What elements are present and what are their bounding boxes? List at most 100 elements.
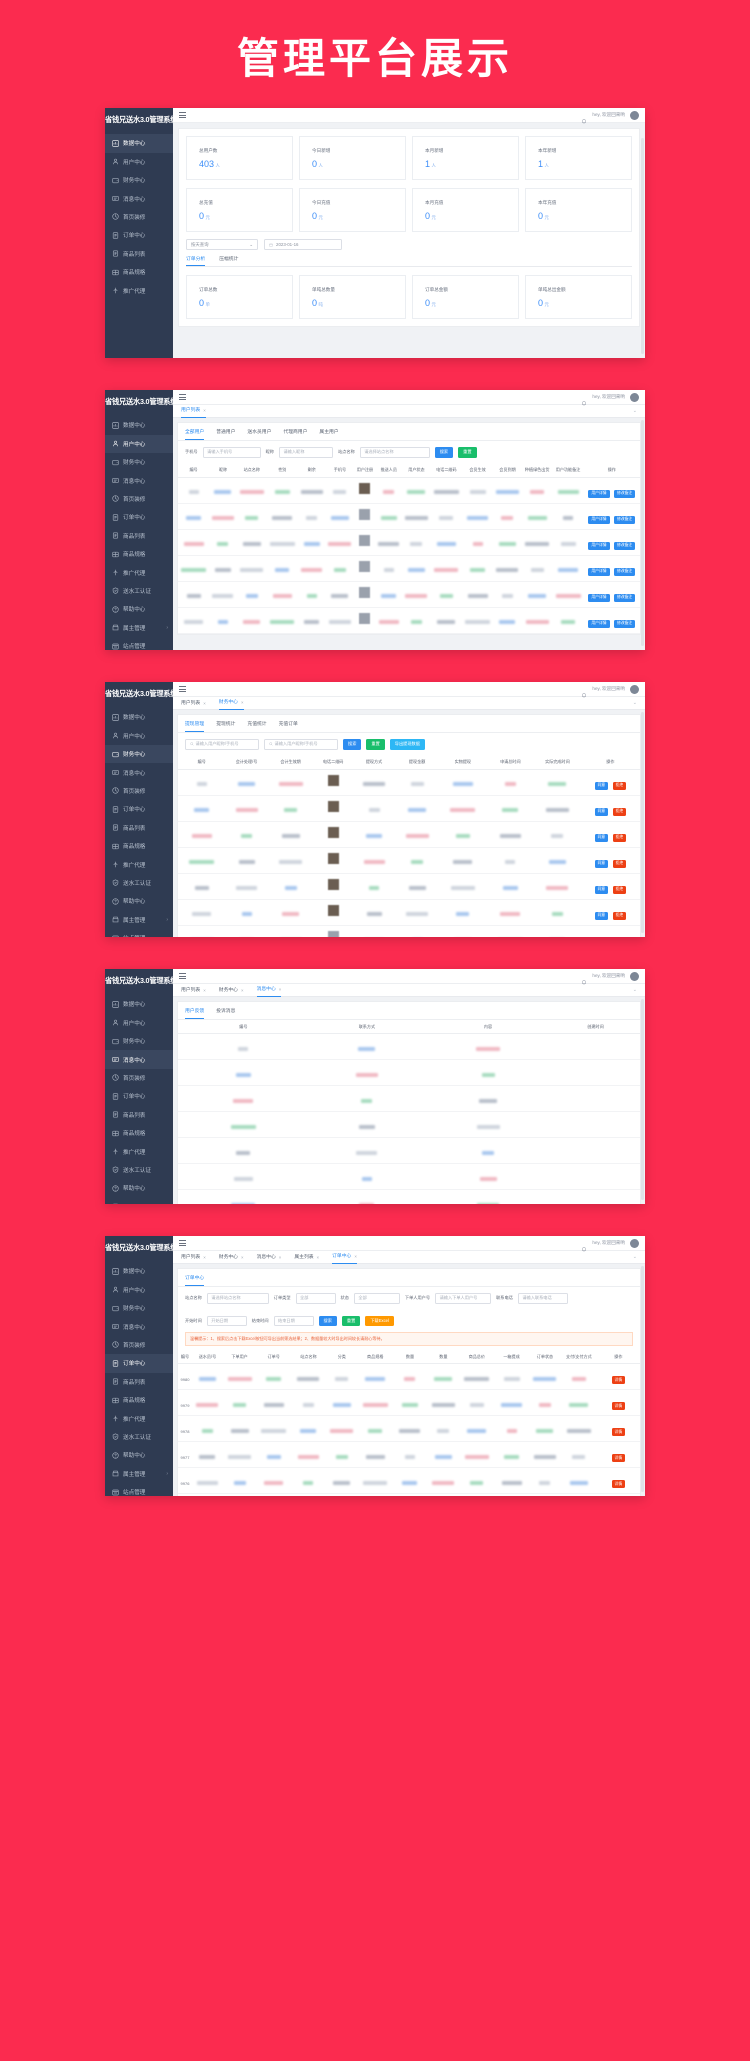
bell-icon[interactable] — [581, 973, 587, 985]
sidebar-item-订单中心[interactable]: 订单中心 — [105, 508, 173, 526]
table-row[interactable] — [178, 1111, 640, 1139]
sidebar-item-商品规格[interactable]: 商品规格 — [105, 837, 173, 855]
section-tab-充值统计[interactable]: 充值统计 — [247, 722, 267, 728]
sidebar-item-财务中心[interactable]: 财务中心 — [105, 1299, 173, 1317]
table-row[interactable] — [178, 1059, 640, 1087]
date-input[interactable]: 2023-01-16 — [264, 239, 342, 251]
row-action-详情[interactable]: 详情 — [611, 1480, 626, 1489]
sidebar-item-商品规格[interactable]: 商品规格 — [105, 263, 173, 281]
filter-input[interactable]: 请输入下单人用户号 — [435, 1293, 492, 1304]
period-select[interactable]: 按天查询 ⌄ — [186, 239, 258, 251]
vertical-scrollbar[interactable] — [641, 999, 644, 1201]
filter-button-重置[interactable]: 重置 — [341, 1315, 361, 1327]
open-tab-财务中心[interactable]: 财务中心 × — [219, 984, 244, 997]
close-icon[interactable]: × — [278, 987, 282, 993]
table-row[interactable]: 9976 详情 — [178, 1467, 640, 1495]
sidebar-item-首页装修[interactable]: 首页装修 — [105, 1336, 173, 1354]
sidebar-item-推广代理[interactable]: 推广代理 — [105, 855, 173, 873]
table-row[interactable] — [178, 1137, 640, 1165]
open-tab-属主列表[interactable]: 属主列表 × — [294, 1251, 319, 1264]
sidebar-item-消息中心[interactable]: 消息中心 — [105, 763, 173, 781]
open-tab-消息中心[interactable]: 消息中心 × — [256, 984, 282, 997]
sidebar-item-商品列表[interactable]: 商品列表 — [105, 1373, 173, 1391]
table-row[interactable]: 同意 拒绝 — [178, 847, 640, 874]
sidebar-item-商品列表[interactable]: 商品列表 — [105, 819, 173, 837]
table-row[interactable]: 用户详情 修改备注 — [178, 503, 640, 530]
sidebar-item-商品列表[interactable]: 商品列表 — [105, 1106, 173, 1124]
menu-collapse-icon[interactable] — [179, 685, 186, 694]
row-action-同意[interactable]: 同意 — [594, 885, 609, 894]
sidebar-item-送水工认证[interactable]: 送水工认证 — [105, 874, 173, 892]
close-icon[interactable]: × — [203, 700, 206, 706]
avatar[interactable] — [630, 971, 639, 981]
sidebar-item-用户中心[interactable]: 用户中心 — [105, 727, 173, 745]
row-action-拒绝[interactable]: 拒绝 — [612, 781, 627, 790]
sidebar-item-推广代理[interactable]: 推广代理 — [105, 1409, 173, 1427]
table-row[interactable]: 同意 拒绝 — [178, 769, 640, 796]
open-tab-用户列表[interactable]: 用户列表 × — [181, 405, 206, 418]
row-action-同意[interactable]: 同意 — [594, 807, 609, 816]
sidebar-item-首页装修[interactable]: 首页装修 — [105, 1069, 173, 1087]
chevron-down-icon[interactable]: ⌄ — [632, 1254, 637, 1261]
open-tab-消息中心[interactable]: 消息中心 × — [257, 1251, 282, 1264]
row-action-拒绝[interactable]: 拒绝 — [612, 885, 627, 894]
table-row[interactable] — [178, 1033, 640, 1061]
sidebar-item-用户中心[interactable]: 用户中心 — [105, 1014, 173, 1032]
close-icon[interactable]: × — [278, 1254, 282, 1260]
row-action-用户详情[interactable]: 用户详情 — [588, 567, 610, 576]
sidebar-item-消息中心[interactable]: 消息中心 — [105, 189, 173, 207]
table-row[interactable]: 同意 拒绝 — [178, 925, 640, 938]
sidebar-item-订单中心[interactable]: 订单中心 — [105, 1354, 173, 1373]
filter-input[interactable]: 请输入手机号 — [202, 447, 261, 458]
row-action-同意[interactable]: 同意 — [594, 781, 609, 790]
sidebar-item-商品列表[interactable]: 商品列表 — [105, 527, 173, 545]
close-icon[interactable]: × — [240, 700, 244, 706]
sidebar-item-商品规格[interactable]: 商品规格 — [105, 545, 173, 563]
row-action-拒绝[interactable]: 拒绝 — [612, 807, 627, 816]
filter-button-下载Excel[interactable]: 下载Excel — [365, 1315, 394, 1327]
section-tab-投诉消息[interactable]: 投诉消息 — [216, 1009, 236, 1015]
sidebar-item-数据中心[interactable]: 数据中心 — [105, 708, 173, 726]
filter-input[interactable]: 请输入用户昵称/手机号 — [185, 739, 259, 750]
table-row[interactable]: 同意 拒绝 — [178, 899, 640, 926]
bell-icon[interactable] — [581, 112, 587, 124]
bell-icon[interactable] — [581, 686, 587, 698]
avatar[interactable] — [630, 1238, 639, 1248]
filter-input[interactable]: 全部 — [295, 1293, 336, 1304]
filter-button-重置[interactable]: 重置 — [366, 739, 385, 750]
row-action-拒绝[interactable]: 拒绝 — [612, 833, 627, 842]
sidebar-item-首页装修[interactable]: 首页装修 — [105, 782, 173, 800]
filter-button-搜索[interactable]: 搜索 — [434, 447, 454, 458]
row-action-用户详情[interactable]: 用户详情 — [588, 489, 610, 498]
section-tab-普通用户[interactable]: 普通用户 — [216, 430, 236, 436]
filter-input[interactable]: 请选择站点名称 — [206, 1293, 269, 1304]
table-row[interactable]: 同意 拒绝 — [178, 795, 640, 822]
close-icon[interactable]: × — [316, 1254, 320, 1260]
filter-button-导出提现数据[interactable]: 导出提现数据 — [389, 739, 425, 750]
chevron-down-icon[interactable]: ⌄ — [632, 700, 637, 707]
close-icon[interactable]: × — [203, 408, 206, 414]
avatar[interactable] — [630, 110, 639, 120]
sidebar-item-数据中心[interactable]: 数据中心 — [105, 995, 173, 1013]
row-action-详情[interactable]: 详情 — [611, 1428, 626, 1437]
sidebar-item-帮助中心[interactable]: 帮助中心 — [105, 1446, 173, 1464]
sidebar-item-属主管理[interactable]: 属主管理 › — [105, 618, 173, 636]
avatar[interactable] — [630, 684, 639, 694]
sidebar-item-送水工认证[interactable]: 送水工认证 — [105, 582, 173, 600]
close-icon[interactable]: × — [354, 1254, 357, 1260]
filter-button-搜索[interactable]: 搜索 — [343, 739, 362, 750]
row-action-用户详情[interactable]: 用户详情 — [588, 619, 610, 628]
sidebar-item-消息中心[interactable]: 消息中心 — [105, 471, 173, 489]
menu-collapse-icon[interactable] — [179, 393, 186, 402]
sidebar-item-财务中心[interactable]: 财务中心 — [105, 171, 173, 189]
sidebar-item-用户中心[interactable]: 用户中心 — [105, 1281, 173, 1299]
sidebar-item-站点管理[interactable]: 站点管理 — [105, 1483, 173, 1496]
table-row[interactable] — [178, 1189, 640, 1205]
sidebar-item-订单中心[interactable]: 订单中心 — [105, 1087, 173, 1105]
filter-input[interactable]: 开始日期 — [206, 1315, 247, 1327]
row-action-详情[interactable]: 详情 — [611, 1402, 626, 1411]
sidebar-item-用户中心[interactable]: 用户中心 — [105, 434, 173, 453]
section-tab-送水员用户[interactable]: 送水员用户 — [247, 430, 272, 436]
row-action-详情[interactable]: 详情 — [611, 1376, 626, 1385]
filter-input[interactable]: 结束日期 — [273, 1315, 314, 1327]
